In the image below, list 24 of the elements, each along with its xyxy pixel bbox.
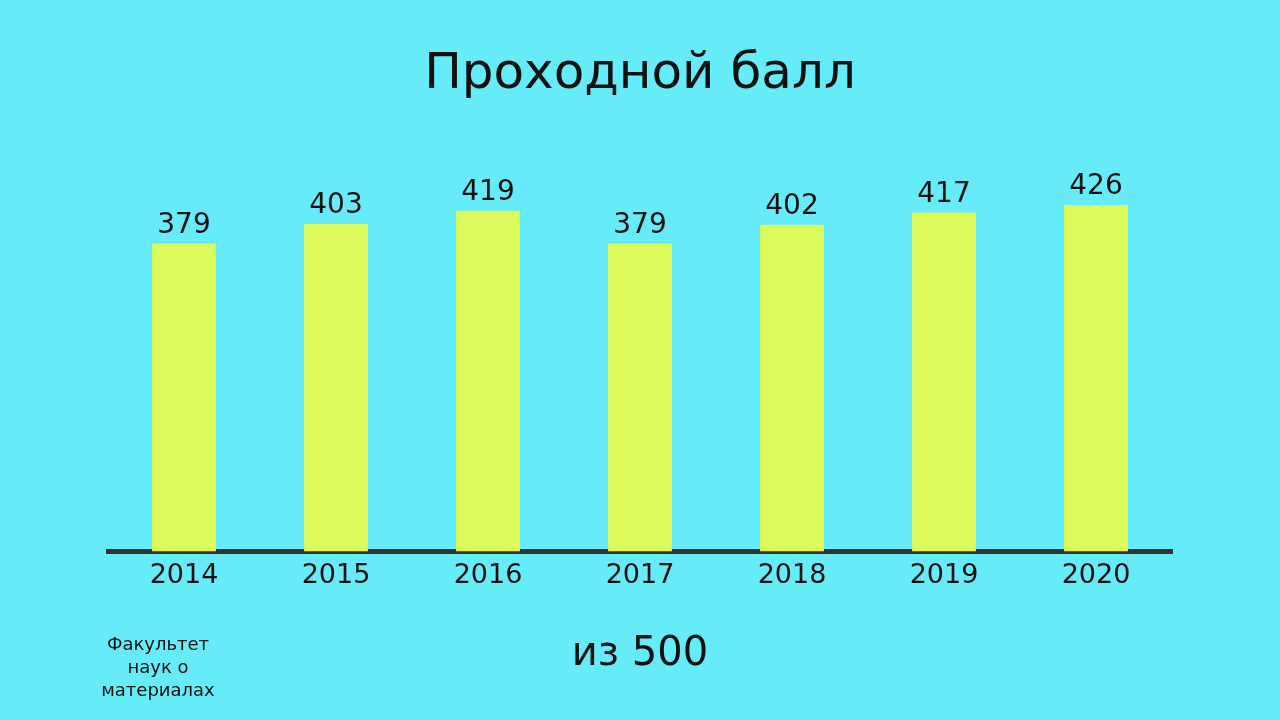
x-tick-label: 2015 bbox=[301, 557, 371, 589]
bar bbox=[760, 224, 824, 552]
x-tick-label: 2017 bbox=[605, 557, 675, 589]
data-label: 419 bbox=[461, 174, 515, 208]
data-label: 426 bbox=[1069, 168, 1123, 202]
bar bbox=[912, 212, 976, 552]
text: из 500 bbox=[571, 628, 709, 674]
x-tick-label: 2016 bbox=[453, 557, 523, 589]
x-tick-label: 2020 bbox=[1061, 557, 1131, 589]
x-tick-label: 2014 bbox=[149, 557, 219, 589]
data-label: 417 bbox=[917, 175, 971, 209]
bar bbox=[304, 223, 368, 552]
x-tick-label: 2018 bbox=[757, 557, 827, 589]
data-label: 379 bbox=[157, 206, 211, 240]
text: Факультет наук о материалах bbox=[100, 632, 216, 701]
bar bbox=[456, 210, 520, 552]
x-tick-label: 2019 bbox=[909, 557, 979, 589]
chart-title: Проходной балл bbox=[424, 41, 856, 100]
data-label: 379 bbox=[613, 206, 667, 240]
data-label: 402 bbox=[765, 187, 819, 221]
bar bbox=[1064, 205, 1128, 552]
data-label: 403 bbox=[309, 187, 363, 221]
bar bbox=[152, 243, 216, 552]
bar bbox=[608, 243, 672, 552]
